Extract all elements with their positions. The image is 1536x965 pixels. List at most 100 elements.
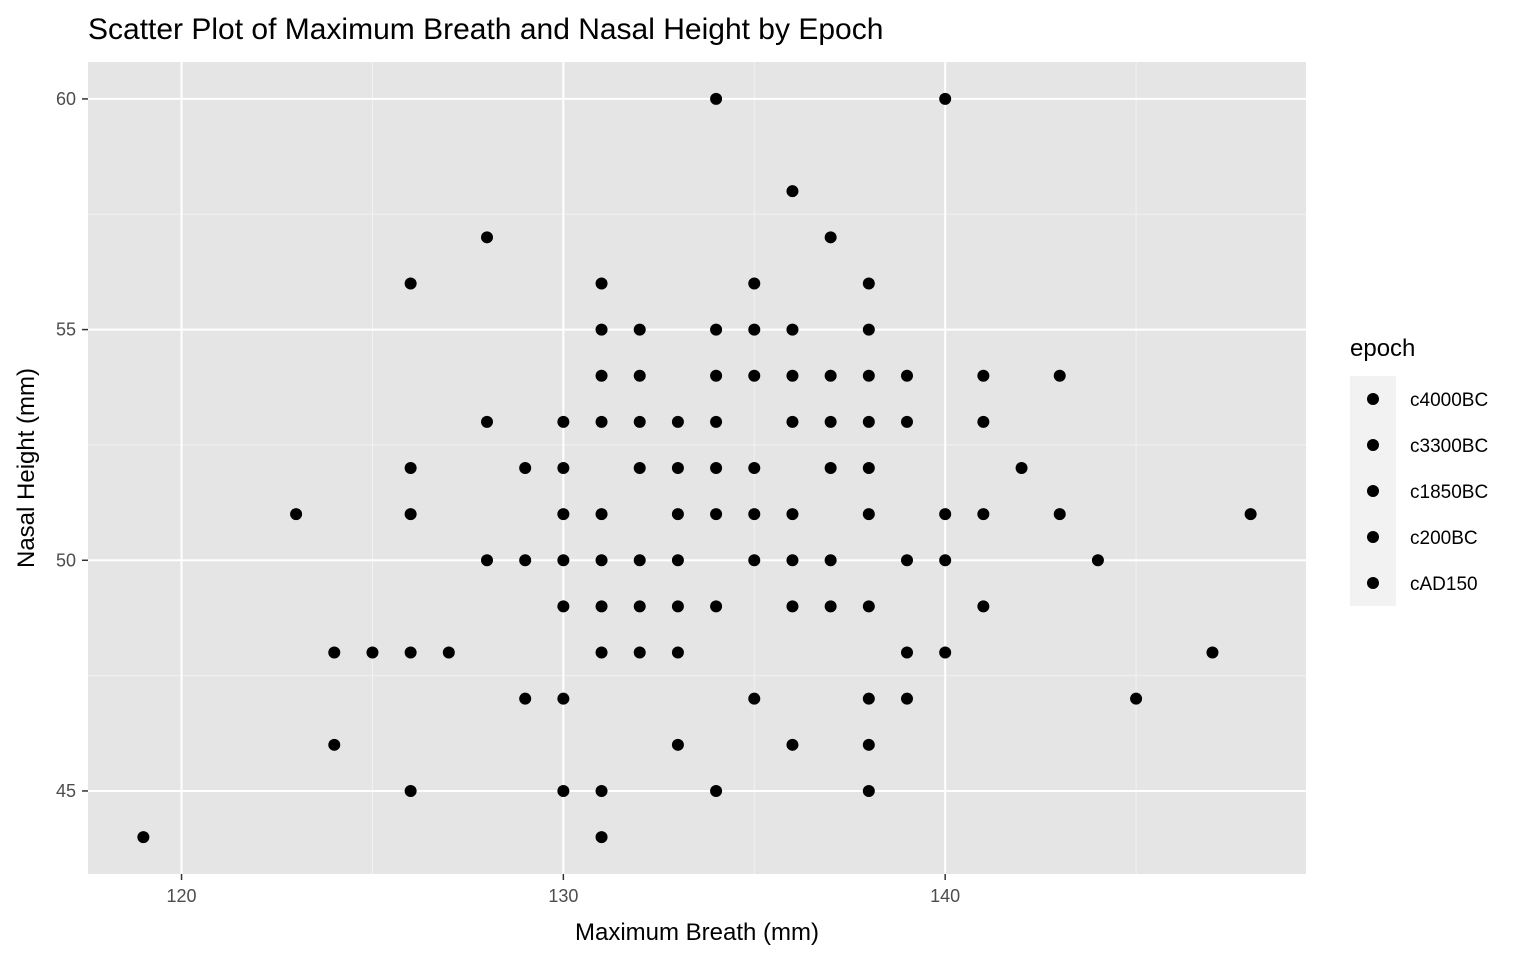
- data-point: [671, 462, 684, 474]
- data-point: [290, 508, 303, 521]
- data-point: [786, 323, 799, 336]
- data-point: [710, 92, 723, 105]
- data-point: [404, 508, 417, 521]
- data-point: [824, 369, 837, 382]
- legend-entries: c4000BC c3300BC c1850BC c200BC cAD150: [1367, 390, 1488, 595]
- data-point: [748, 277, 761, 290]
- data-point: [824, 554, 837, 567]
- data-point: [137, 831, 150, 844]
- data-point: [1206, 646, 1219, 659]
- data-point: [786, 369, 799, 382]
- data-point: [633, 369, 646, 382]
- data-point: [748, 692, 761, 705]
- x-tick-label: 120: [167, 886, 197, 906]
- data-point: [671, 508, 684, 521]
- legend: epoch c4000BC c3300BC c1850BC c200BC cAD150: [1350, 335, 1488, 606]
- data-points: [137, 92, 1257, 844]
- data-point: [862, 415, 875, 428]
- data-point: [824, 415, 837, 428]
- data-point: [939, 92, 952, 105]
- data-point: [824, 231, 837, 244]
- data-point: [557, 415, 570, 428]
- data-point: [595, 277, 608, 290]
- data-point: [901, 692, 913, 705]
- data-point: [710, 600, 723, 613]
- data-point: [862, 277, 875, 290]
- data-point: [786, 508, 799, 521]
- data-point: [1053, 508, 1066, 521]
- y-axis-title: Nasal Height (mm): [13, 368, 40, 568]
- x-axis: 120 130 140: [167, 874, 960, 906]
- data-point: [442, 646, 455, 659]
- data-point: [901, 415, 913, 428]
- data-point: [633, 600, 646, 613]
- data-point: [710, 462, 723, 474]
- data-point: [1091, 554, 1104, 567]
- legend-key: [1367, 393, 1379, 405]
- chart-title: Scatter Plot of Maximum Breath and Nasal…: [88, 13, 883, 46]
- data-point: [481, 231, 493, 244]
- legend-key: [1367, 439, 1379, 451]
- data-point: [862, 323, 875, 336]
- data-point: [404, 646, 417, 659]
- legend-key: [1367, 531, 1379, 543]
- data-point: [633, 554, 646, 567]
- data-point: [557, 462, 570, 474]
- data-point: [748, 508, 761, 521]
- data-point: [633, 415, 646, 428]
- data-point: [1015, 462, 1028, 474]
- legend-label: c1850BC: [1410, 482, 1488, 503]
- data-point: [939, 646, 952, 659]
- x-axis-title: Maximum Breath (mm): [575, 919, 819, 946]
- data-point: [557, 554, 570, 567]
- data-point: [786, 185, 799, 198]
- data-point: [824, 600, 837, 613]
- data-point: [595, 554, 608, 567]
- legend-label: cAD150: [1410, 574, 1478, 595]
- data-point: [328, 738, 341, 751]
- data-point: [786, 554, 799, 567]
- data-point: [710, 323, 723, 336]
- data-point: [862, 462, 875, 474]
- data-point: [1130, 692, 1143, 705]
- data-point: [862, 508, 875, 521]
- data-point: [557, 692, 570, 705]
- data-point: [1053, 369, 1066, 382]
- legend-label: c200BC: [1410, 528, 1478, 549]
- data-point: [404, 462, 417, 474]
- data-point: [748, 369, 761, 382]
- data-point: [595, 784, 608, 797]
- data-point: [901, 646, 913, 659]
- data-point: [481, 554, 493, 567]
- data-point: [786, 738, 799, 751]
- data-point: [710, 784, 723, 797]
- data-point: [404, 784, 417, 797]
- data-point: [748, 554, 761, 567]
- data-point: [519, 554, 532, 567]
- data-point: [595, 646, 608, 659]
- data-point: [633, 462, 646, 474]
- data-point: [977, 369, 990, 382]
- data-point: [595, 323, 608, 336]
- legend-title: epoch: [1350, 335, 1415, 362]
- y-tick-label: 45: [56, 781, 76, 801]
- x-tick-label: 130: [548, 886, 578, 906]
- data-point: [595, 508, 608, 521]
- data-point: [595, 600, 608, 613]
- data-point: [671, 738, 684, 751]
- legend-label: c4000BC: [1410, 390, 1488, 411]
- data-point: [481, 415, 493, 428]
- data-point: [901, 554, 913, 567]
- y-tick-label: 60: [56, 89, 76, 109]
- data-point: [671, 600, 684, 613]
- data-point: [710, 415, 723, 428]
- data-point: [862, 369, 875, 382]
- data-point: [595, 415, 608, 428]
- data-point: [671, 554, 684, 567]
- data-point: [633, 646, 646, 659]
- y-tick-label: 55: [56, 320, 76, 340]
- major-gridlines: [88, 62, 1306, 874]
- minor-gridlines: [88, 62, 1306, 874]
- legend-key: [1367, 485, 1379, 497]
